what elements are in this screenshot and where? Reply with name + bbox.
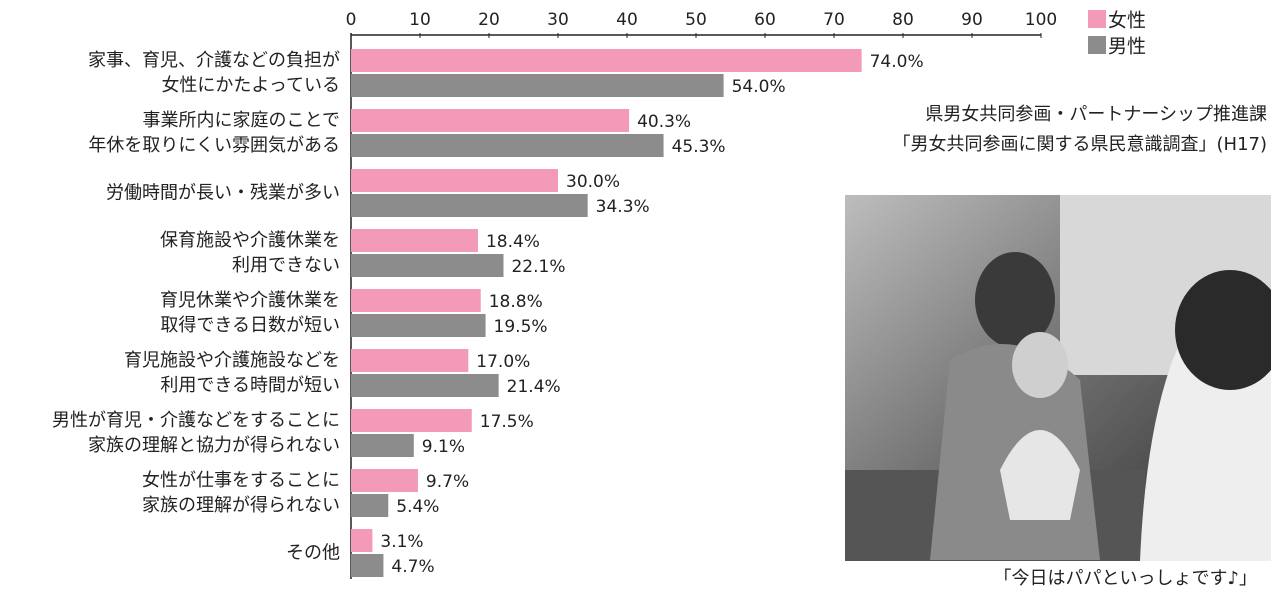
photo (845, 195, 1271, 561)
bar (351, 194, 588, 217)
value-label: 30.0% (566, 172, 620, 192)
value-label: 22.1% (511, 257, 565, 277)
category-label: 労働時間が長い・残業が多い (106, 181, 340, 206)
x-tick-label: 10 (409, 10, 431, 30)
source-note: 「男女共同参画に関する県民意識調査」(H17) (893, 130, 1267, 156)
x-tick-label: 50 (685, 10, 707, 30)
bar (351, 314, 486, 337)
value-label: 9.7% (426, 472, 469, 492)
photo-caption: 「今日はパパといっしょです♪」 (994, 564, 1258, 590)
x-tick-label: 80 (892, 10, 914, 30)
value-label: 18.8% (489, 292, 543, 312)
value-label: 54.0% (732, 77, 786, 97)
bar (351, 554, 383, 577)
bar (351, 134, 664, 157)
bar (351, 109, 629, 132)
page: 0 10 20 30 40 50 60 70 80 90 100 74.0% 54.0% 40.3% 45.… (0, 0, 1271, 579)
legend-swatch (1088, 36, 1106, 54)
bar (351, 494, 388, 517)
x-tick-label: 60 (754, 10, 776, 30)
x-tick-label: 90 (961, 10, 983, 30)
category-label: 家事、育児、介護などの負担が 女性にかたよっている (88, 48, 340, 98)
value-label: 34.3% (596, 197, 650, 217)
x-tick-label: 40 (616, 10, 638, 30)
legend-label: 女性 (1108, 10, 1146, 32)
legend-label: 男性 (1108, 36, 1146, 58)
bar (351, 434, 414, 457)
value-label: 5.4% (396, 497, 439, 517)
bar (351, 49, 862, 72)
x-tick-label: 100 (1025, 10, 1057, 30)
value-label: 40.3% (637, 112, 691, 132)
x-tick-label: 0 (346, 10, 357, 30)
value-label: 17.0% (476, 352, 530, 372)
value-label: 17.5% (480, 412, 534, 432)
value-label: 18.4% (486, 232, 540, 252)
category-label: その他 (286, 541, 340, 566)
x-tick-label: 30 (547, 10, 569, 30)
value-label: 45.3% (672, 137, 726, 157)
bar (351, 254, 503, 277)
bar (351, 349, 468, 372)
value-label: 74.0% (870, 52, 924, 72)
value-label: 21.4% (507, 377, 561, 397)
value-label: 19.5% (494, 317, 548, 337)
value-label: 9.1% (422, 437, 465, 457)
bar (351, 374, 499, 397)
value-label: 3.1% (380, 532, 423, 552)
category-label: 事業所内に家庭のことで 年休を取りにくい雰囲気がある (88, 108, 340, 158)
x-tick-label: 70 (823, 10, 845, 30)
bar (351, 469, 418, 492)
value-label: 4.7% (391, 557, 434, 577)
legend-swatch (1088, 10, 1106, 28)
x-tick-label: 20 (478, 10, 500, 30)
bar (351, 289, 481, 312)
bar (351, 169, 558, 192)
bar (351, 529, 372, 552)
bar (351, 229, 478, 252)
bar (351, 409, 472, 432)
source-note: 県男女共同参画・パートナーシップ推進課 (925, 100, 1267, 126)
category-label: 保育施設や介護休業を 利用できない (160, 228, 340, 278)
category-label: 育児施設や介護施設などを 利用できる時間が短い (124, 348, 340, 398)
bar (351, 74, 724, 97)
category-label: 育児休業や介護休業を 取得できる日数が短い (160, 288, 340, 338)
category-label: 女性が仕事をすることに 家族の理解が得られない (142, 468, 340, 518)
category-label: 男性が育児・介護などをすることに 家族の理解と協力が得られない (52, 408, 340, 458)
